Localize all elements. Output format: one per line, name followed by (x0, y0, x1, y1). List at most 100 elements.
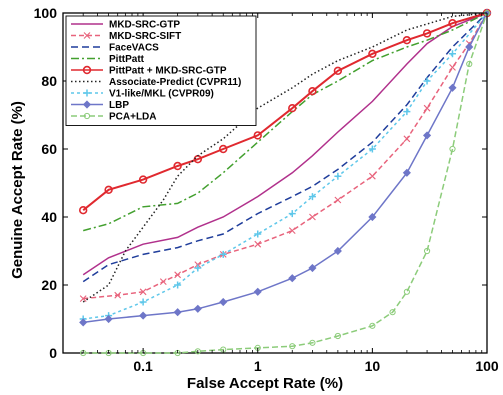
legend-label: MKD-SRC-GTP (109, 20, 180, 31)
data-point (194, 264, 202, 272)
data-point (334, 196, 342, 204)
data-point (334, 332, 341, 340)
data-point (194, 348, 201, 355)
data-point (333, 246, 342, 256)
series-facevacs (82, 12, 488, 283)
data-point (449, 64, 456, 71)
x-axis-title: False Accept Rate (%) (187, 375, 343, 392)
data-point (289, 343, 296, 350)
data-point (368, 145, 376, 153)
legend-label: PittPatt + MKD-SRC-GTP (109, 66, 227, 77)
data-point (219, 297, 228, 307)
data-point (254, 230, 262, 238)
data-point (402, 35, 412, 45)
data-point (309, 339, 316, 346)
legend-marker (82, 65, 92, 75)
data-point (422, 131, 432, 140)
legend-label: V1-like/MKL (CVPR09) (109, 89, 214, 100)
data-point (78, 206, 88, 215)
data-point (333, 66, 343, 76)
legend-item: V1-like/MKL (CVPR09) (71, 89, 214, 100)
legend: MKD-SRC-GTPMKD-SRC-SIFTFaceVACSPittPattP… (65, 15, 257, 126)
axis-group: 0.1 1 10 100 0 20 40 60 80 100 (34, 5, 499, 374)
data-point (139, 288, 147, 296)
data-point (308, 86, 317, 96)
data-point (173, 161, 182, 171)
data-point (253, 131, 262, 140)
data-point (104, 314, 113, 324)
y-tick-label: 40 (41, 209, 57, 225)
y-tick-label: 100 (34, 5, 58, 21)
data-point (448, 19, 457, 28)
data-point (449, 145, 456, 153)
legend-item: LBP (71, 100, 129, 111)
series-v1-like-mkl-cvpr09 (79, 9, 491, 323)
data-point (389, 309, 396, 316)
data-point (402, 168, 411, 177)
y-tick-label: 80 (41, 73, 57, 89)
legend-label: MKD-SRC-SIFT (109, 31, 181, 42)
data-point (173, 308, 182, 317)
legend-item: PittPatt + MKD-SRC-GTP (71, 66, 227, 77)
series-mkd-src-gtp (82, 12, 488, 276)
data-point (368, 212, 377, 222)
series-line-mkd-src-gtp (82, 12, 488, 276)
data-point (334, 172, 342, 180)
x-tick-label: 100 (475, 358, 499, 374)
legend-marker (83, 112, 91, 120)
y-tick-label: 0 (49, 345, 57, 361)
data-point (308, 193, 316, 201)
legend-label: Associate-Predict (CVPR11) (109, 77, 241, 88)
data-point (308, 263, 317, 273)
legend-label: PCA+LDA (109, 112, 157, 123)
legend-label: FaceVACS (109, 43, 159, 54)
series-line-facevacs (82, 12, 488, 283)
data-point (139, 311, 148, 320)
data-point (254, 240, 262, 248)
series-lbp (79, 8, 492, 327)
data-point (466, 60, 473, 68)
data-point (138, 175, 148, 184)
data-point (159, 278, 167, 285)
y-tick-label: 60 (41, 141, 57, 157)
y-axis-title: Genuine Accept Rate (%) (9, 101, 26, 279)
x-tick-label: 1 (254, 358, 262, 374)
data-point (253, 287, 262, 296)
data-point (423, 247, 431, 255)
data-point (288, 210, 296, 218)
legend-item: PCA+LDA (71, 112, 157, 123)
legend-marker (82, 100, 92, 109)
data-point (174, 271, 182, 279)
data-point (79, 295, 87, 302)
data-point (369, 322, 376, 329)
data-point (288, 274, 297, 283)
data-point (448, 50, 456, 58)
legend-label: PittPatt (109, 54, 145, 65)
data-point (403, 135, 411, 143)
legend-item: MKD-SRC-SIFT (71, 31, 181, 42)
data-point (422, 29, 432, 38)
data-point (368, 49, 377, 58)
data-point (219, 144, 228, 154)
data-point (219, 250, 227, 258)
data-point (309, 213, 316, 221)
legend-item: FaceVACS (71, 43, 159, 54)
legend-item: PittPatt (71, 54, 145, 65)
legend-item: Associate-Predict (CVPR11) (71, 77, 241, 88)
data-point (104, 185, 113, 195)
data-point (423, 77, 431, 85)
x-tick-label: 10 (365, 358, 381, 374)
data-point (139, 298, 147, 306)
data-point (79, 318, 88, 327)
data-point (288, 103, 297, 113)
x-tick-label: 0.1 (133, 358, 153, 374)
y-tick-label: 20 (41, 277, 57, 293)
legend-item: MKD-SRC-GTP (71, 20, 180, 31)
data-point (403, 288, 410, 295)
legend-marker (83, 32, 91, 39)
data-point (403, 108, 411, 116)
data-point (288, 227, 296, 234)
data-point (114, 291, 122, 299)
legend-marker (83, 89, 91, 97)
